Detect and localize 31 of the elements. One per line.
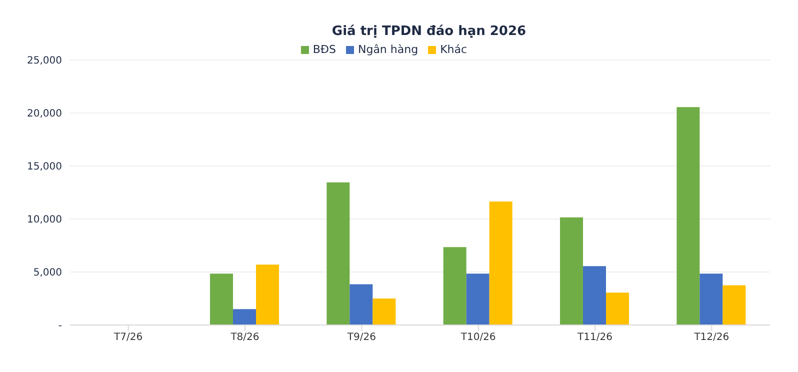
legend-label: Khác [440, 43, 468, 56]
bar [606, 292, 629, 325]
legend-label: BĐS [312, 43, 336, 56]
bar [700, 274, 723, 325]
bar [350, 284, 373, 325]
chart-title: Giá trị TPDN đáo hạn 2026 [330, 24, 528, 39]
y-tick-label: 25,000 [27, 56, 62, 67]
bar [583, 266, 606, 325]
legend-label: Ngân hàng [358, 43, 418, 56]
bar [722, 285, 746, 325]
x-tick-label: T8/26 [230, 332, 260, 344]
y-tick-label: 10,000 [27, 214, 62, 226]
bar [560, 217, 583, 325]
y-tick-label: 5,000 [33, 268, 62, 279]
bar [443, 247, 466, 325]
bar [466, 274, 490, 325]
bar [233, 309, 256, 325]
x-tick-label: T12/26 [693, 332, 730, 344]
bar [256, 264, 279, 325]
y-tick-label: - [58, 320, 62, 332]
bar [372, 298, 396, 325]
bar [326, 182, 350, 325]
y-tick-label: 20,000 [27, 108, 62, 120]
x-tick-label: T11/26 [576, 332, 612, 344]
bar [210, 274, 233, 325]
y-tick-label: 15,000 [27, 162, 62, 173]
x-tick-label: T10/26 [460, 332, 496, 344]
x-tick-label: T7/26 [113, 332, 143, 344]
bar [676, 107, 700, 325]
bar [489, 202, 512, 325]
x-tick-label: T9/26 [346, 332, 376, 344]
